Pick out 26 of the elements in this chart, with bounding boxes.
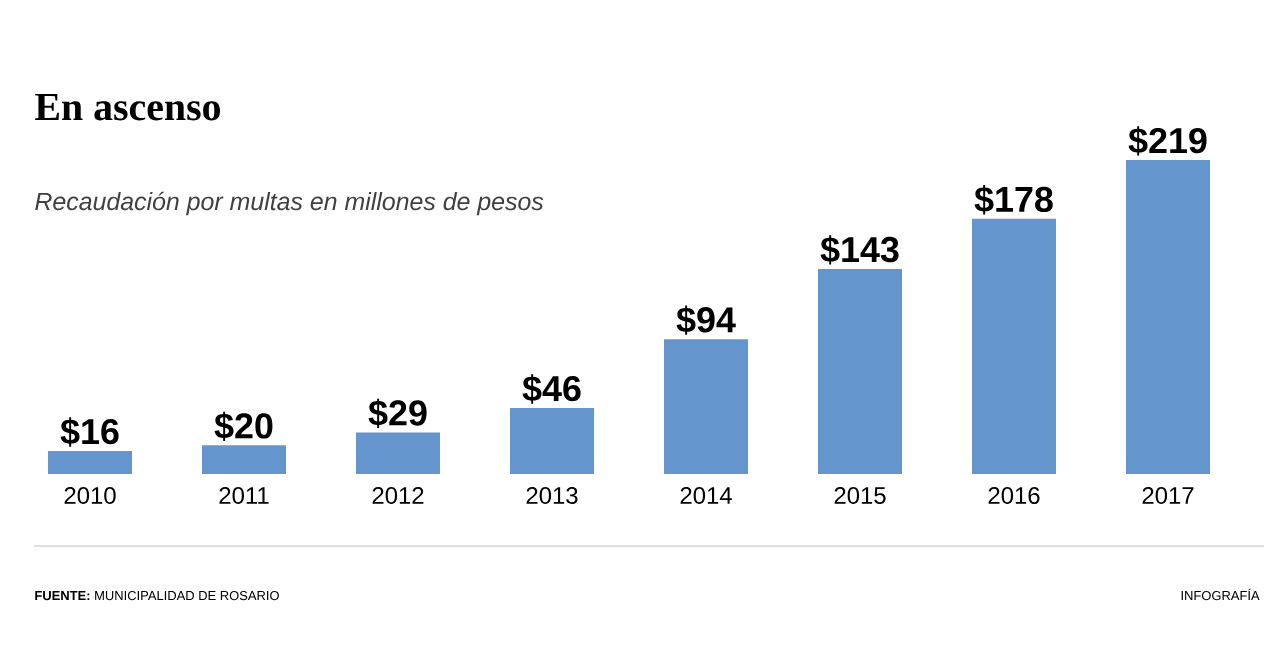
x-tick-label: 2010 bbox=[64, 487, 116, 504]
x-tick-label: 2017 bbox=[1142, 487, 1194, 504]
bar bbox=[202, 445, 287, 474]
data-label: $46 bbox=[522, 374, 581, 404]
bar bbox=[818, 268, 902, 474]
x-tick-label: 2014 bbox=[680, 487, 732, 504]
x-tick-label: 2012 bbox=[372, 487, 424, 504]
bar bbox=[356, 432, 441, 474]
data-label: $94 bbox=[676, 305, 736, 335]
x-tick-label: 2015 bbox=[834, 487, 886, 504]
bar bbox=[664, 339, 749, 474]
bar bbox=[972, 218, 1056, 474]
bar bbox=[510, 408, 595, 474]
x-tick-label: 2013 bbox=[526, 487, 578, 504]
chart-title: En ascenso bbox=[35, 93, 220, 121]
x-tick-label: 2011 bbox=[219, 487, 269, 504]
data-label: $16 bbox=[60, 417, 119, 447]
data-label: $29 bbox=[368, 398, 427, 429]
data-label: $178 bbox=[974, 185, 1053, 215]
bar bbox=[1126, 160, 1210, 474]
data-label: $20 bbox=[214, 411, 273, 441]
x-tick-label: 2016 bbox=[988, 487, 1040, 504]
data-label: $143 bbox=[820, 235, 899, 265]
data-label: $219 bbox=[1128, 126, 1207, 156]
text: Recaudación por multas en millones de pesos bbox=[35, 191, 544, 216]
bar bbox=[48, 451, 133, 474]
